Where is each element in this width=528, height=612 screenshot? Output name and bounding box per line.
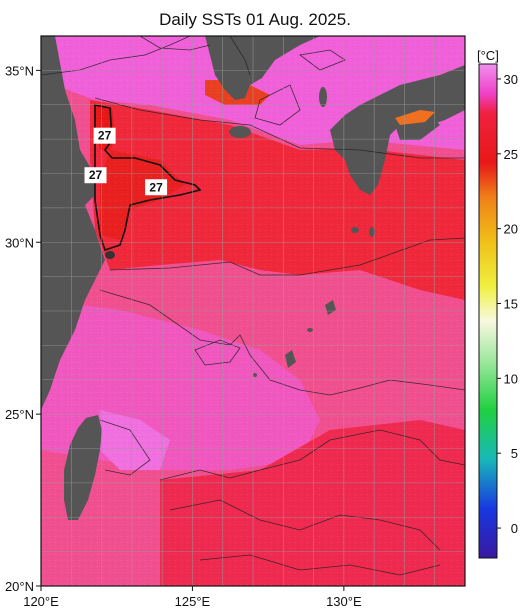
lat-tick-label: 20°N (5, 579, 34, 594)
isotherm-label-bg (93, 127, 116, 144)
lat-tick-label: 30°N (5, 235, 34, 250)
lat-tick-labels: 35°N 30°N 25°N 20°N (5, 63, 41, 594)
land-taiwan (64, 415, 102, 520)
colorbar-tick-label: 30 (504, 72, 518, 87)
colorbar-tick-label: 0 (511, 521, 518, 536)
colorbar-tick-label: 15 (504, 297, 518, 312)
orange-inland-sea (395, 110, 435, 125)
colorbar-gradient (478, 63, 498, 559)
colorbar-unit: [°C] (477, 48, 499, 63)
isotherm-label: 27 (89, 168, 103, 182)
land-korea (165, 36, 320, 100)
lat-tick-label: 35°N (5, 63, 34, 78)
land-japan (330, 65, 465, 195)
graticule (41, 36, 465, 586)
isotherm-27 (94, 104, 202, 252)
lon-tick-label: 125°E (175, 594, 211, 609)
colorbar-tick-label: 25 (504, 147, 518, 162)
lon-tick-labels: 120°E 125°E 130°E (23, 586, 362, 609)
land-zhoushan (105, 251, 115, 259)
map-area: 27 27 27 (41, 36, 465, 586)
colorbar-ticks: 30 25 20 15 10 5 0 (497, 72, 518, 536)
colorbar-tick-label: 10 (504, 371, 518, 386)
isotherm-labels: 27 27 27 (84, 127, 168, 196)
land-ryukyu (253, 373, 257, 377)
map-title: Daily SSTs 01 Aug. 2025. (159, 10, 351, 29)
land-shikoku (395, 115, 440, 140)
lon-tick-label: 120°E (23, 594, 59, 609)
land-small-island (351, 227, 359, 233)
lat-tick-label: 25°N (5, 407, 34, 422)
colorbar: [°C] 30 25 20 15 10 5 0 (477, 48, 518, 559)
isotherm-label: 27 (98, 129, 112, 143)
land-small-island (369, 227, 375, 237)
isotherm-label: 27 (149, 180, 163, 194)
land-jeju (229, 126, 251, 138)
land-china (41, 36, 105, 410)
colorbar-tick-label: 20 (504, 222, 518, 237)
lon-tick-label: 130°E (326, 594, 362, 609)
isotherm-label-bg (145, 179, 168, 196)
land-ryukyu (307, 328, 313, 332)
colorbar-tick-label: 5 (511, 446, 518, 461)
isotherm-label-bg (84, 167, 107, 184)
land-okinawa (285, 350, 296, 368)
map-border (40, 35, 466, 587)
land-tsushima (319, 87, 327, 107)
